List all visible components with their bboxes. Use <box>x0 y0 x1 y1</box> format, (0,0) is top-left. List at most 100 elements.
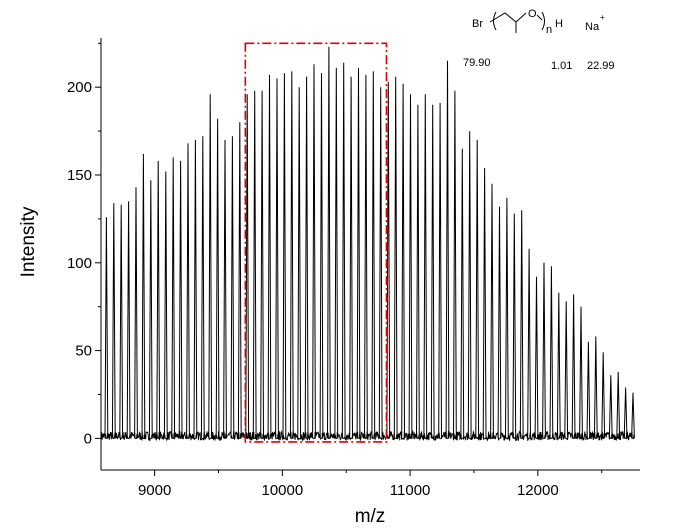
spectrum-peak <box>178 160 183 439</box>
spectrum-peak <box>349 76 353 439</box>
spectrum-peak <box>134 187 138 439</box>
spectrum-peak <box>215 118 220 439</box>
spectrum-peak <box>601 352 606 439</box>
spectrum-peak <box>401 83 405 439</box>
spectrum-peak <box>416 104 420 439</box>
spectrum-peak <box>260 90 264 439</box>
spectrum-peak <box>497 206 502 439</box>
spectrum-peak <box>319 73 324 439</box>
x-tick-label: 11000 <box>390 482 431 499</box>
spectrum-peak <box>445 60 450 439</box>
spectrum-peak <box>393 76 398 439</box>
y-tick-label: 100 <box>67 255 92 272</box>
spectrum-peak <box>163 171 168 439</box>
spectrum-peak <box>252 90 257 439</box>
spectrum-peak <box>482 167 487 439</box>
spectrum-peak <box>364 74 368 439</box>
spectrum-peak <box>534 276 539 439</box>
y-tick-label: 200 <box>67 79 92 96</box>
h-label: H <box>555 18 563 30</box>
spectrum-peak <box>371 71 376 439</box>
spectrum-peak <box>386 81 391 439</box>
bracket-left <box>493 11 497 31</box>
spectrum-peak <box>237 122 242 439</box>
br-label: Br <box>472 18 483 30</box>
na-label: Na <box>585 21 600 33</box>
bracket-right <box>541 11 545 31</box>
x-tick-label: 12000 <box>517 482 559 499</box>
spectrum-peak <box>119 204 124 439</box>
spectrum-peak <box>223 139 227 439</box>
spectrum-peak <box>193 139 198 439</box>
spectrum-peak <box>467 131 472 439</box>
spectrum-peak <box>245 94 250 439</box>
spectrum-peak <box>327 46 331 439</box>
spectrum-peak <box>512 213 517 439</box>
mass-h: 1.01 <box>551 60 572 72</box>
spectrum-peak <box>579 306 583 439</box>
spectrum-peak <box>297 87 302 439</box>
spectrum-peak <box>104 217 109 439</box>
spectrum-peak <box>608 375 613 439</box>
spectrum-peak <box>556 292 561 439</box>
spectrum-peak <box>527 248 531 439</box>
spectrum-peak <box>460 148 465 439</box>
spectrum-peak <box>438 102 442 439</box>
x-tick-label: 9000 <box>138 482 171 499</box>
spectrum-trace <box>100 46 635 442</box>
spectrum-peak <box>200 136 205 439</box>
o-bond <box>536 14 543 21</box>
y-axis-title: Intensity <box>18 206 39 277</box>
o-label: O <box>528 8 537 20</box>
x-tick-label: 10000 <box>262 482 304 499</box>
n-subscript: n <box>546 24 552 36</box>
spectrum-peak <box>616 371 621 439</box>
spectrum-peak <box>430 104 435 439</box>
spectrum-peak <box>230 136 235 439</box>
spectrum-peak <box>289 71 294 439</box>
spectrum-peak <box>141 153 146 439</box>
spectrum-peak <box>542 262 546 439</box>
x-axis-title: m/z <box>355 506 386 527</box>
spectrum-peak <box>564 301 569 439</box>
mass-na: 22.99 <box>587 60 615 72</box>
spectrum-peak <box>208 94 213 439</box>
spectrum-peak <box>126 201 131 439</box>
spectrum-peak <box>304 76 309 439</box>
spectrum-peak <box>282 73 287 439</box>
spectrum-peak <box>312 64 316 439</box>
spectrum-peak <box>490 183 494 439</box>
spectrum-peak <box>111 203 116 439</box>
spectrum-peak <box>186 143 190 439</box>
y-tick-label: 50 <box>75 343 92 360</box>
spectrum-peak <box>171 157 176 439</box>
na-charge: + <box>600 13 605 22</box>
spectrum-peak <box>571 294 576 439</box>
spectrum-peak <box>423 94 428 439</box>
x-axis-ticks: 9000 10000 11000 12000 <box>138 470 603 499</box>
spectrum-peak <box>519 210 524 439</box>
structure-annotation: Br O n H Na + 79.90 1.01 22.99 <box>463 8 615 72</box>
y-tick-label: 150 <box>67 167 92 184</box>
backbone-bonds <box>489 12 527 23</box>
spectrum-peak <box>275 78 279 439</box>
spectrum-peak <box>356 67 361 439</box>
spectrum-peak <box>549 266 554 439</box>
spectrum-peak <box>148 180 153 439</box>
spectrum-peak <box>156 160 161 439</box>
spectrum-peak <box>341 62 346 439</box>
spectrum-peak <box>631 392 635 439</box>
spectrum-peak <box>586 341 591 439</box>
y-axis-ticks: 0 50 100 150 200 <box>67 42 101 447</box>
y-tick-label: 0 <box>84 430 92 447</box>
highlight-box <box>244 42 388 443</box>
spectrum-peak <box>623 387 628 439</box>
spectrum-peak <box>505 197 509 439</box>
spectrum-peak <box>593 336 598 439</box>
spectrum-peak <box>453 90 457 439</box>
spectrum-peak <box>378 87 383 439</box>
spectrum-peak <box>334 67 339 439</box>
spectrum-peak <box>475 139 480 439</box>
spectrum-peak <box>408 94 413 439</box>
